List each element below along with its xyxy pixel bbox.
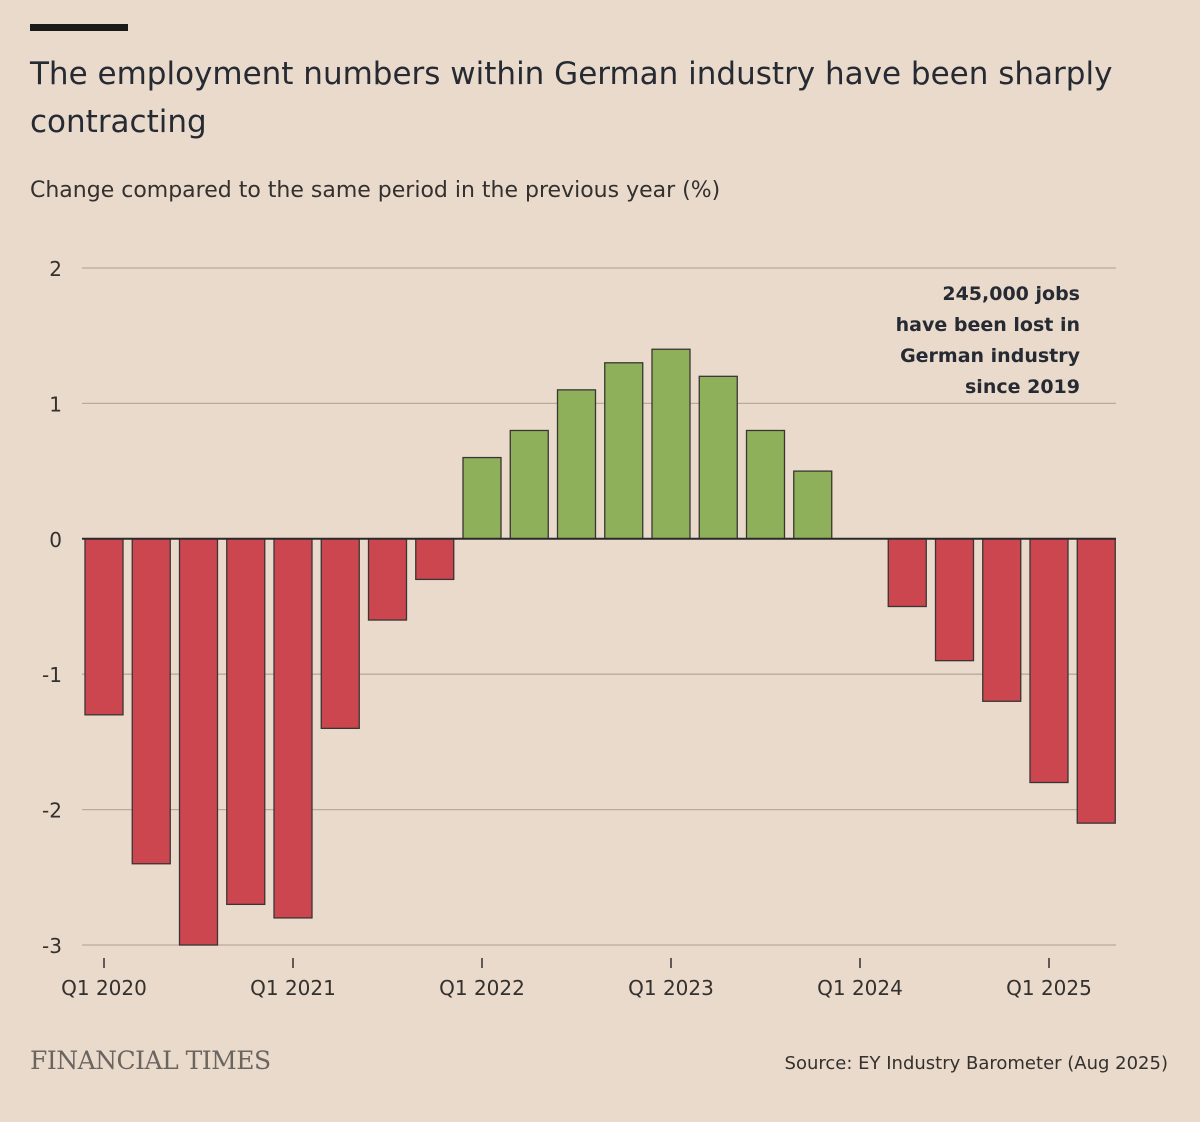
bar-q4-2023 [793,470,833,540]
y-tick-label: 0 [49,528,62,552]
publisher-logo: FINANCIAL TIMES [30,1046,271,1075]
x-tick-label: Q1 2023 [628,976,714,1000]
x-tick-label: Q1 2021 [250,976,336,1000]
bar-q2-2021 [320,538,360,730]
bar-q4-2024 [982,538,1022,702]
source-note: Source: EY Industry Barometer (Aug 2025) [784,1053,1168,1074]
bar-q2-2025 [1076,538,1116,824]
bar-q2-2022 [509,429,549,540]
header-rule [30,24,128,31]
bar-q4-2021 [415,538,455,581]
annotation-line: have been lost in [896,314,1080,336]
bar-q2-2023 [698,375,738,540]
bar-q1-2023 [651,348,691,540]
bar-q2-2020 [131,538,171,865]
y-tick-label: -2 [42,799,62,823]
y-tick-label: 2 [49,257,62,281]
bar-q4-2020 [226,538,266,906]
x-tick-label: Q1 2025 [1006,976,1092,1000]
y-tick-label: 1 [49,392,62,416]
annotation-line: German industry [900,345,1081,367]
bar-q3-2020 [178,538,219,946]
y-tick-label: -3 [42,934,62,958]
x-tick-label: Q1 2024 [817,976,903,1000]
bar-q1-2021 [273,538,313,919]
chart-title: The employment numbers within German ind… [30,56,1113,140]
annotation-line: since 2019 [965,376,1080,398]
bar-q1-2025 [1029,538,1069,784]
bar-q3-2022 [556,389,597,540]
bar-q3-2023 [745,429,786,540]
bar-q3-2021 [367,538,408,621]
bar-q1-2022 [462,456,502,540]
chart-subtitle: Change compared to the same period in th… [30,178,721,203]
bar-q2-2024 [887,538,927,608]
bar-q4-2022 [604,362,644,540]
y-tick-label: -1 [42,663,62,687]
annotation-line: 245,000 jobs [942,283,1080,305]
bar-q3-2024 [934,538,975,662]
x-tick-label: Q1 2022 [439,976,525,1000]
bar-q1-2020 [84,538,124,716]
x-tick-label: Q1 2020 [61,976,147,1000]
